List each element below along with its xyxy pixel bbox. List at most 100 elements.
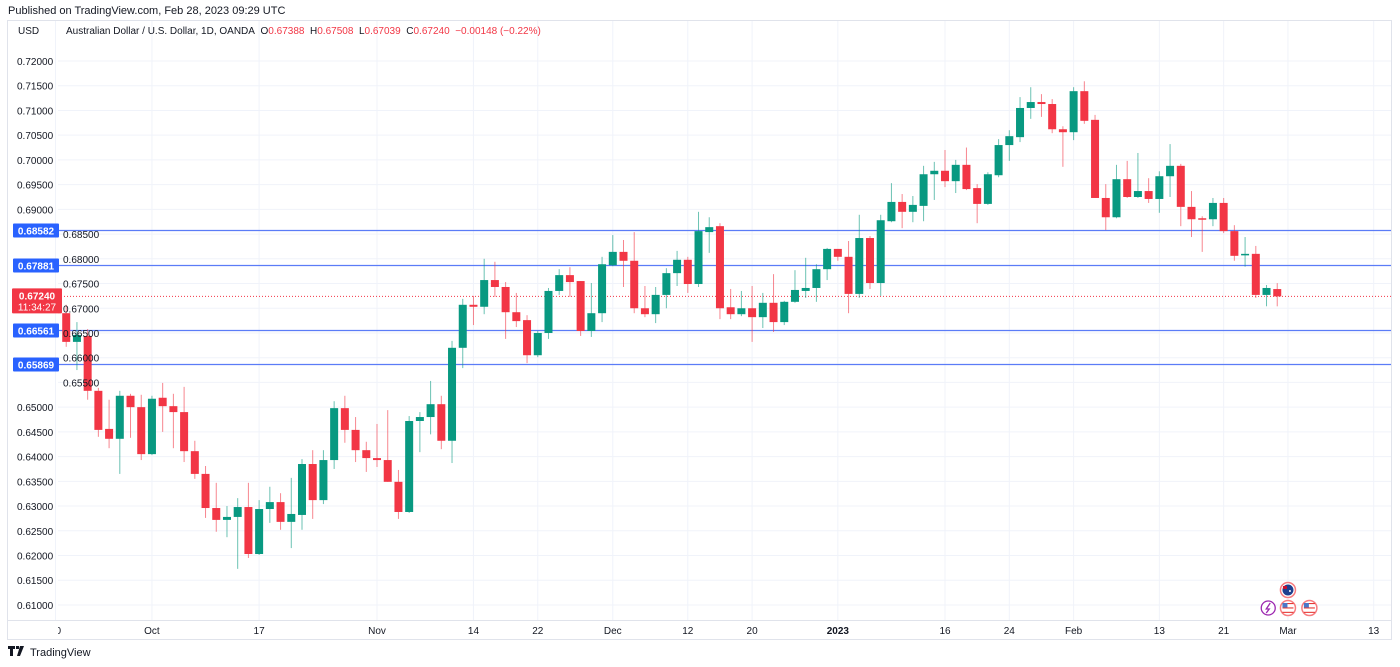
candle[interactable] (373, 423, 382, 467)
candle[interactable] (898, 194, 907, 229)
symbol-title[interactable]: Australian Dollar / U.S. Dollar, 1D, OAN… (66, 26, 255, 37)
candle[interactable] (598, 256, 607, 323)
candle[interactable] (994, 139, 1003, 178)
candle[interactable] (212, 482, 221, 532)
candle[interactable] (533, 330, 542, 358)
candle[interactable] (576, 281, 585, 336)
candle[interactable] (1241, 237, 1250, 267)
candle[interactable] (1133, 152, 1142, 198)
candle[interactable] (244, 482, 253, 558)
candle[interactable] (726, 288, 735, 320)
candle[interactable] (276, 493, 285, 530)
candle[interactable] (748, 285, 757, 342)
candle[interactable] (1005, 130, 1014, 161)
candle[interactable] (844, 240, 853, 314)
candle[interactable] (1016, 97, 1025, 143)
candle[interactable] (705, 217, 714, 253)
candle[interactable] (908, 195, 917, 223)
candle[interactable] (340, 395, 349, 443)
candle[interactable] (405, 416, 414, 513)
candle[interactable] (544, 287, 553, 339)
candle[interactable] (973, 184, 982, 224)
candle[interactable] (1219, 197, 1228, 234)
candle[interactable] (662, 268, 671, 309)
candle[interactable] (1048, 99, 1057, 134)
candle[interactable] (812, 264, 821, 302)
candle[interactable] (1187, 191, 1196, 238)
us-flag-icon[interactable] (1301, 599, 1318, 617)
candle[interactable] (640, 285, 649, 318)
australia-flag-icon[interactable] (1279, 581, 1297, 599)
candle[interactable] (1155, 171, 1164, 213)
candle[interactable] (673, 250, 682, 286)
candle[interactable] (330, 401, 339, 469)
candle[interactable] (297, 459, 306, 530)
candle[interactable] (780, 300, 789, 326)
candle[interactable] (715, 223, 724, 320)
candle[interactable] (919, 165, 928, 222)
candle[interactable] (415, 412, 424, 453)
candle[interactable] (790, 270, 799, 303)
candle[interactable] (619, 240, 628, 287)
candle[interactable] (587, 283, 596, 337)
candle[interactable] (1198, 216, 1207, 252)
candle[interactable] (651, 286, 660, 324)
candle[interactable] (512, 292, 521, 328)
candle[interactable] (823, 247, 832, 281)
candle[interactable] (1208, 197, 1217, 227)
candle[interactable] (951, 159, 960, 194)
candle[interactable] (1112, 164, 1121, 219)
candle[interactable] (480, 258, 489, 315)
candle[interactable] (737, 290, 746, 317)
candle[interactable] (1273, 283, 1282, 307)
candle[interactable] (222, 506, 231, 538)
candle[interactable] (694, 211, 703, 287)
candle[interactable] (501, 282, 510, 339)
candle[interactable] (769, 274, 778, 332)
candle[interactable] (1123, 160, 1132, 198)
candle[interactable] (458, 298, 467, 369)
candle[interactable] (876, 214, 885, 296)
us-flag-icon[interactable] (1279, 599, 1297, 617)
x-axis[interactable]: 20 Oct 17 Nov 14 22 Dec 12 20 2023 16 24 Feb 13 21 Mar 1… (50, 626, 1380, 637)
candle[interactable] (1144, 178, 1153, 203)
candle[interactable] (1262, 285, 1271, 307)
candle[interactable] (180, 386, 189, 463)
candle[interactable] (448, 340, 457, 464)
candle[interactable] (394, 469, 403, 519)
candle[interactable] (105, 399, 114, 449)
candle[interactable] (287, 477, 296, 549)
candle[interactable] (362, 441, 371, 472)
candle[interactable] (72, 322, 81, 371)
candle[interactable] (1091, 114, 1100, 198)
candle[interactable] (265, 486, 274, 523)
candle[interactable] (555, 269, 564, 295)
candle[interactable] (983, 172, 992, 205)
candle[interactable] (351, 417, 360, 463)
candle[interactable] (1176, 163, 1185, 227)
candle[interactable] (201, 465, 210, 518)
candle[interactable] (437, 395, 446, 450)
candle[interactable] (1026, 87, 1035, 119)
candle[interactable] (308, 450, 317, 519)
candle[interactable] (169, 393, 178, 449)
candle[interactable] (1080, 81, 1089, 124)
candle[interactable] (94, 387, 103, 437)
candle[interactable] (1037, 94, 1046, 117)
events-markers[interactable] (1260, 581, 1318, 617)
candle[interactable] (962, 147, 971, 191)
candle[interactable] (608, 235, 617, 267)
candle[interactable] (115, 390, 124, 474)
candle[interactable] (255, 500, 264, 556)
candle[interactable] (865, 236, 874, 289)
candle[interactable] (490, 261, 499, 297)
candle[interactable] (62, 304, 71, 347)
candle[interactable] (137, 394, 146, 461)
candle[interactable] (630, 232, 639, 314)
candle[interactable] (233, 498, 242, 569)
candle[interactable] (1230, 225, 1239, 261)
candle[interactable] (1058, 126, 1067, 167)
candle[interactable] (147, 395, 156, 456)
candle[interactable] (190, 440, 199, 479)
